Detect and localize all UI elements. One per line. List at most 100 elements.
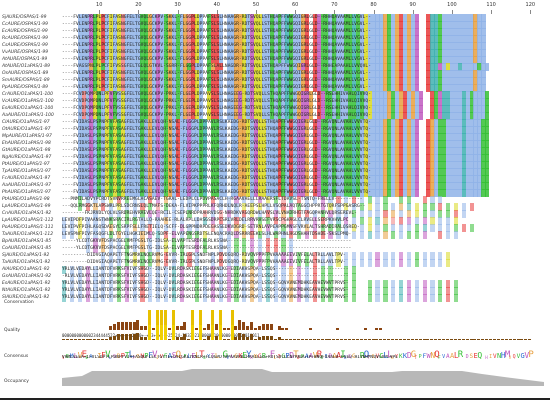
residue-cell — [442, 70, 447, 78]
residue-cell — [297, 91, 302, 99]
sequence-name[interactable]: RcAURE/OSPAS/1-99 — [2, 36, 49, 41]
sequence-name[interactable]: EsAURE/O1aPAS/1-92 — [2, 281, 51, 286]
sequence-name[interactable]: PtAURE/O1aPAS/1-97 — [2, 162, 50, 167]
alignment-row[interactable]: ----FVLENPRLPLPCFIFASNGFELTGVQLGCKPV-SKK… — [62, 28, 544, 36]
alignment-row[interactable]: ----FCVDPQMPDNLPFVFVSSGFELTGVQLGCKPV-PRK… — [62, 98, 544, 106]
sequence-name[interactable]: VvAURE/OSPAS/1-99 — [2, 50, 49, 55]
sequence-name[interactable]: CoAURE/O1aPAS/1-85 — [2, 246, 52, 251]
alignment-row[interactable]: ----FCVDPQMPDNLPFVFVSSGFELTGVQLGCKPV-PRK… — [62, 91, 544, 99]
residue-cell — [261, 35, 267, 43]
residue-cell — [446, 84, 451, 92]
residue-cell — [124, 98, 129, 106]
quality-bar — [261, 335, 265, 340]
residue-cell — [399, 77, 404, 85]
residue-cell — [301, 28, 306, 36]
alignment-row[interactable]: ----FVLENPRLPLPCFIFASNGFELTGVQLGCKPV-SKK… — [62, 56, 544, 64]
residue-cell — [148, 56, 153, 64]
residue-cell — [446, 14, 451, 22]
sequence-name[interactable]: SlAURE/O1aPAS/1-92 — [2, 295, 50, 300]
sequence-name[interactable]: NtAURE/O1aPAS/1-92 — [2, 288, 51, 293]
residue-cell — [453, 56, 459, 64]
residue-cell — [289, 14, 294, 22]
sequence-name[interactable]: TaAURE/O1aPAS/1-92 — [2, 260, 51, 265]
sequence-name[interactable]: LpAURE/O1aPAS/1-112 — [2, 218, 54, 223]
residue-cell — [399, 42, 404, 50]
residue-cell — [214, 98, 220, 106]
alignment-row[interactable]: ----FVLENPRLPLPCFIFASNGFELTGVQLGCKPV-SKK… — [62, 35, 544, 43]
residue-cell — [473, 63, 478, 71]
residue-cell — [269, 14, 274, 22]
residue-cell — [461, 49, 466, 57]
residue-cell — [304, 63, 310, 71]
sequence-name[interactable]: SmAURE/OSPAS/1-89 — [2, 78, 50, 83]
sequence-name[interactable]: SjAURE/OSPAS/1-99 — [2, 15, 47, 20]
residue-cell — [195, 63, 200, 71]
residue-cell — [285, 49, 290, 57]
sequence-name[interactable]: PoAURE/O1aPAS/1-111 — [2, 225, 54, 230]
sequence-name[interactable]: SjAURE/O1aPAS/1-92 — [2, 253, 50, 258]
sequence-name[interactable]: EsAURE/O1aPAS/1-100 — [2, 106, 54, 111]
residue-cell — [340, 42, 345, 50]
alignment-row[interactable]: ----FVLENPRLPLPCFIFASNGFELTGVQLGCKPV-SKK… — [62, 14, 544, 22]
alignment-row[interactable]: YRLVLVEDAYLLIANTDFVRKSFVIVFSHGD--IQLV-DV… — [62, 294, 544, 302]
residue-cell — [171, 84, 176, 92]
sequence-name[interactable]: OsAURE/OSPAS/1-89 — [2, 71, 49, 76]
sequence-name[interactable]: TaAURE/O1aPAS/1-112 — [2, 232, 54, 237]
residue-cell — [148, 42, 153, 50]
residue-cell — [152, 49, 157, 57]
sequence-name[interactable]: AtAURE/O1aPAS/1-89 — [2, 64, 51, 69]
residue-cell — [355, 63, 361, 71]
sequence-name[interactable]: LpAURE/O1aPAS/1-99 — [2, 204, 51, 209]
residue-cell — [304, 35, 310, 43]
alignment-row[interactable]: ----FVLENPRLPLPCFIFASNGFELTGVQLGCKPV-SKK… — [62, 49, 544, 57]
quality-histogram — [62, 318, 544, 340]
sequence-name[interactable]: EcAURE/OSPAS/1-99 — [2, 29, 48, 34]
residue-cell — [453, 35, 459, 43]
sequence-name[interactable]: AtAURE/OSPAS/1-99 — [2, 57, 48, 62]
sequence-name[interactable]: CnAURE/O1aPAS/1-92 — [2, 211, 52, 216]
sequence-name[interactable]: OtAURE/O1aPAS/1-97 — [2, 127, 51, 132]
quality-bar — [340, 339, 344, 340]
quality-bar — [230, 325, 234, 340]
residue-cell — [469, 42, 474, 50]
sequence-name[interactable]: MpAURE/O1aPAS/1-97 — [2, 134, 52, 139]
sequence-name[interactable]: PtAURE/O1aPAS/1-98 — [2, 197, 50, 202]
sequence-name[interactable]: ClAURE/O1aPAS/1-97 — [2, 120, 50, 125]
sequence-name[interactable]: PpAURE/OSPAS/1-89 — [2, 85, 48, 90]
sequence-name[interactable]: CsAURE/OSPAS/1-99 — [2, 43, 48, 48]
sequence-name[interactable]: AlAURE/O1aPAS/1-92 — [2, 267, 50, 272]
alignment-row[interactable]: ----FVLENPRLPLPCFIFASNGFELTGVQLGCKPV-SKK… — [62, 21, 544, 29]
residue-cell — [359, 63, 365, 71]
sequence-name[interactable]: CcAURE/OSPAS/1-99 — [2, 22, 49, 27]
alignment-row[interactable]: ----FVAGSPNLPLPCFIFVSSGFELTGLQLGTKVL-SGR… — [62, 63, 544, 71]
residue-cell — [387, 63, 392, 71]
sequence-name[interactable]: VcAURE/O1aPAS/1-100 — [2, 99, 54, 104]
residue-cell — [226, 77, 231, 85]
residue-cell — [269, 35, 274, 43]
alignment-row[interactable]: ----FVLENPRLPLPCFIFASNGFELTGVQLGCKPV-SKK… — [62, 84, 544, 92]
sequence-name[interactable]: BpAURE/O1aPAS/1-85 — [2, 239, 52, 244]
quality-bar — [171, 325, 175, 340]
sequence-name[interactable]: EhAURE/O1aPAS/1-98 — [2, 141, 51, 146]
residue-cell — [414, 56, 419, 64]
sequence-name[interactable]: AaAURE/O1aPAS/1-97 — [2, 183, 52, 188]
residue-cell — [289, 63, 294, 71]
sequence-name[interactable]: GsAURE/O1aPAS/1-92 — [2, 274, 52, 279]
alignment-row[interactable]: ----FVLENPRLPLPCFIFASNGFELTGVQLGCKPV-SKK… — [62, 70, 544, 78]
sequence-name[interactable]: FcAURE/O1aPAS/1-97 — [2, 176, 51, 181]
sequence-name[interactable]: CrAURE/O1aPAS/1-100 — [2, 92, 54, 97]
residue-cell — [167, 98, 172, 106]
sequence-name[interactable]: TpAURE/O1aPAS/1-97 — [2, 169, 51, 174]
sequence-name[interactable]: PhAURE/O1aPAS/1-97 — [2, 190, 51, 195]
residue-cell — [457, 28, 462, 36]
residue-cell — [183, 21, 188, 29]
alignment-row[interactable]: ----FVLENPRLPLPCFIFASNGFELTGVQLGCKPV-SKK… — [62, 42, 544, 50]
alignment-row[interactable]: ----FVLENPRLPLPCFIFASNGFELTGVQLGCKPV-SKK… — [62, 77, 544, 85]
sequence-name[interactable]: GtAURE/O1aPAS/1-98 — [2, 148, 51, 153]
sequence-name[interactable]: NgAURE/O1aPAS/1-97 — [2, 155, 52, 160]
sequence-name[interactable]: AaAURE/O1aPAS/1-100 — [2, 113, 54, 118]
residue-cell — [261, 70, 267, 78]
ruler-mark — [138, 10, 140, 14]
residue-cell — [293, 49, 298, 57]
residue-cell — [250, 14, 255, 22]
